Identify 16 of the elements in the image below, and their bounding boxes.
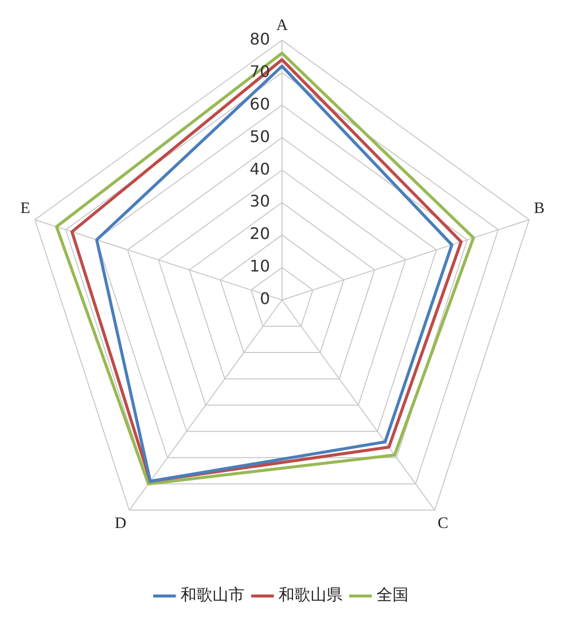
legend-label: 和歌山県 (278, 585, 342, 604)
spoke-label: B (534, 200, 545, 217)
y-tick-label: 50 (250, 126, 270, 146)
spoke-label: C (438, 515, 448, 532)
spoke-label: E (20, 200, 30, 217)
y-tick-label: 0 (260, 289, 270, 308)
spoke-label: D (114, 515, 126, 532)
legend-label: 全国 (376, 585, 408, 604)
spoke-label: A (276, 16, 288, 34)
y-tick-label: 80 (250, 29, 270, 48)
legend-label: 和歌山市 (180, 585, 244, 604)
y-tick-label: 20 (250, 224, 270, 244)
y-tick-label: 30 (250, 192, 270, 211)
y-tick-label: 10 (250, 256, 270, 276)
y-tick-label: 40 (250, 159, 270, 178)
y-tick-label: 60 (250, 94, 270, 114)
